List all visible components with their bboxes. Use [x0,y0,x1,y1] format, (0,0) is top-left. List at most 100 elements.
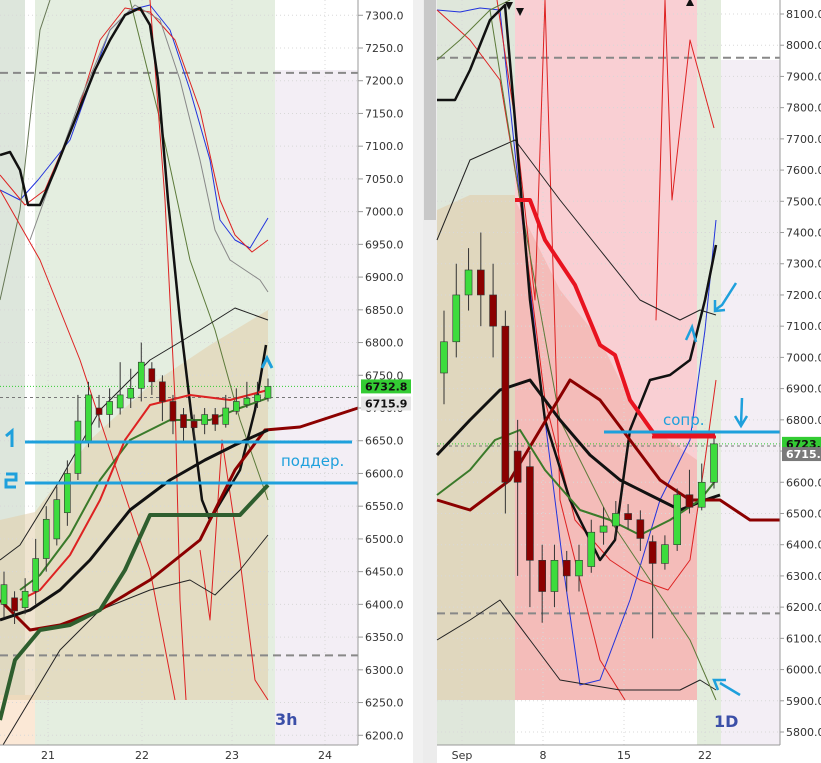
indicator-line [0,0,51,301]
arrow-down [733,397,749,429]
arrow-up [684,323,698,343]
y-tick-label: 6200.0 [786,601,821,614]
y-tick-label: 6200.0 [365,729,404,742]
x-tick-label: 15 [617,749,631,762]
candle [201,414,208,425]
price-badge-current-text: 6732.8 [365,380,407,393]
y-tick-label: 6400.0 [365,598,404,611]
up-arrow [260,354,274,369]
indicator-line [0,7,269,253]
bollinger-upper [0,307,269,561]
y-tick-label: 6800.0 [365,337,404,350]
candle [599,525,608,533]
x-tick-label: 24 [318,749,332,762]
candle [0,584,8,605]
candle [127,388,135,399]
ma-line [436,378,780,522]
y-tick-label: 6950.0 [365,238,404,251]
y-tick-label: 7500.0 [786,195,821,208]
y-tick-label: 7200.0 [786,289,821,302]
x-tick-label: 22 [698,749,712,762]
candle [42,518,50,559]
x-tick-label: 22 [135,749,149,762]
y-tick-label: 7700.0 [786,133,821,146]
y-tick-label: 6100.0 [786,632,821,645]
candle [624,513,632,521]
candle [264,386,272,399]
y-tick-label: 5800.0 [786,726,821,739]
indicator-line [149,0,187,701]
candle [550,560,559,592]
y-tick-label: 6800.0 [786,414,821,427]
mark-1-glyph [5,427,14,447]
y-tick-label: 8000.0 [786,39,821,52]
panel-3h: поддер. 3h 7300.0 7250.0 7200.0 7150.0 7100.0 7… [0,0,413,763]
marker-icon [505,2,513,10]
candle [222,407,230,425]
y-tick-label: 6900.0 [365,271,404,284]
fast-line [19,389,269,601]
candle [673,494,681,545]
candle [648,541,657,564]
panel-1d: сопр. 1D 8100.0 8000.0 7900.0 7800.0 7700.0 760… [435,0,821,763]
candle [190,420,198,428]
y-tick-label: 7000.0 [365,206,404,219]
bollinger-lower [436,599,717,691]
arrow-target [713,282,738,313]
ma-line [0,428,269,622]
candle [148,368,156,383]
candle [452,294,461,343]
price-badge-current [361,379,411,394]
y-tick-label: 7200.0 [365,75,404,88]
cloud-line [515,198,715,437]
candle [116,394,124,409]
candle [612,513,620,527]
candle [53,499,61,540]
candle [106,401,113,415]
price-badge-previous [782,447,821,462]
y-tick-label: 7800.0 [786,102,821,115]
candle [489,294,497,327]
kijun-line [0,483,270,721]
marker-icon [686,0,694,6]
candle [254,394,261,402]
x-tick-label: 23 [225,749,239,762]
y-tick-label: 6600.0 [786,476,821,489]
candle [211,414,219,425]
indicator-line [655,0,715,321]
candle [440,341,448,374]
y-tick-label: 6550.0 [365,500,404,513]
y-tick-label: 6500.0 [365,533,404,546]
scrollbar-thumb[interactable] [424,0,436,220]
arrow-bottom [712,678,741,697]
indicator-line [0,189,176,701]
mark-2-glyph [4,472,18,489]
candle [575,560,583,577]
y-tick-label: 6500.0 [786,507,821,520]
y-axis-bg [358,0,413,745]
y-tick-label: 6750.0 [365,369,404,382]
candle [233,401,240,412]
candle [697,481,706,508]
x-tick-label: Sep [452,749,473,762]
candle [137,361,145,389]
cloud-band [515,200,697,700]
price-badge-previous [361,396,411,411]
y-tick-label: 7100.0 [786,320,821,333]
candle [513,450,522,483]
y-tick-label: 6650.0 [365,435,404,448]
candle [85,394,92,442]
zone-bg [721,60,780,745]
price-badge-previous-text: 6715.9 [365,398,407,411]
y-tick-label: 6000.0 [786,664,821,677]
support-label: поддер. [281,452,344,470]
indicator-line [436,7,717,686]
bollinger-lower [0,534,269,751]
candle [685,494,694,508]
candle [11,597,18,612]
candle [95,407,103,415]
y-tick-label: 5900.0 [786,695,821,708]
resistance-label: сопр. [663,411,705,429]
